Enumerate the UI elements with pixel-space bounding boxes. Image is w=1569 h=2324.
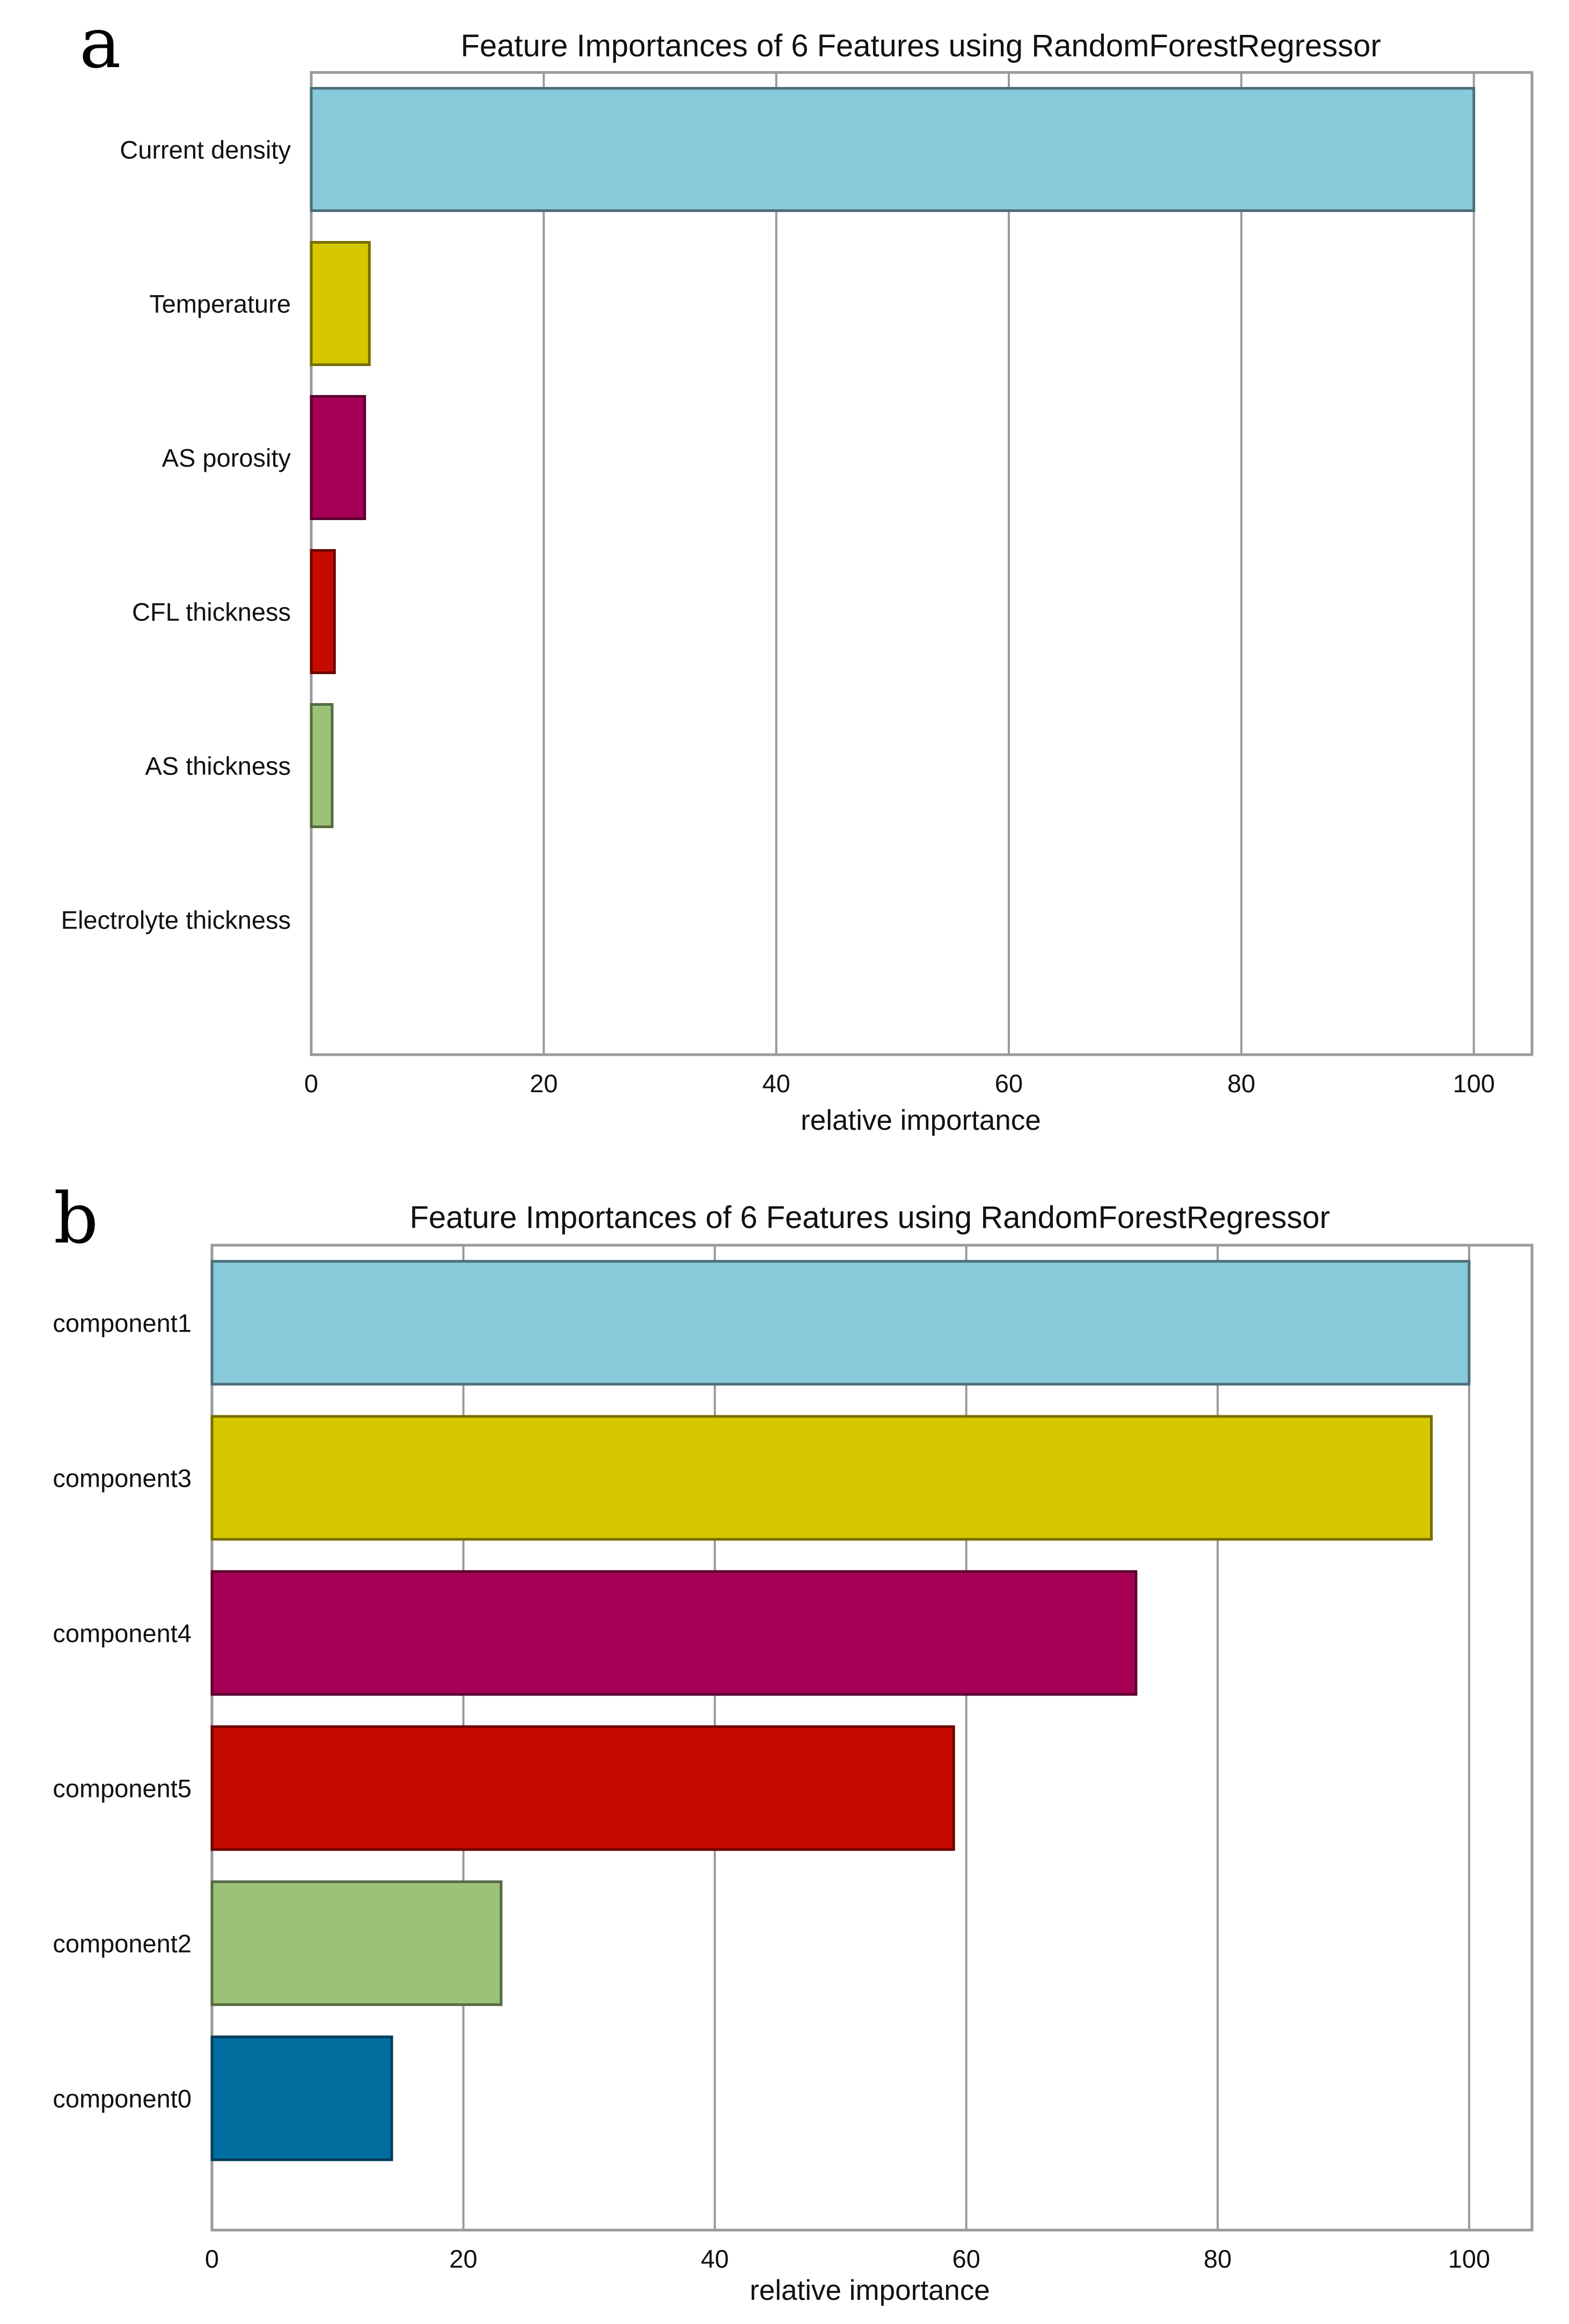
category-label: component0 <box>53 2085 192 2113</box>
x-tick-label: 80 <box>1204 2245 1231 2273</box>
category-label: Electrolyte thickness <box>61 906 291 934</box>
x-tick-label: 20 <box>449 2245 477 2273</box>
bar-component3 <box>210 1415 1433 1541</box>
bar-current-density <box>310 87 1476 212</box>
x-tick-labels: 0 20 40 60 80 100 <box>304 1069 1495 1098</box>
bar-component2 <box>210 1880 503 2006</box>
category-label: AS thickness <box>145 752 291 780</box>
x-tick-labels: 0 20 40 60 80 100 <box>205 2245 1490 2273</box>
panel-letter: a <box>79 2 121 84</box>
plot-frame <box>310 71 1534 1056</box>
bar-temperature <box>310 241 371 366</box>
category-label: component5 <box>53 1774 192 1803</box>
chart-title: Feature Importances of 6 Features using … <box>460 28 1381 63</box>
panel-b: b Feature Importances of 6 Features usin… <box>53 1178 1534 2306</box>
category-label: AS porosity <box>162 444 291 472</box>
bar-component5 <box>210 1725 955 1851</box>
category-label: CFL thickness <box>132 598 291 626</box>
bars <box>310 87 1476 828</box>
bar-as-porosity <box>310 395 366 520</box>
x-axis-label: relative importance <box>750 2275 990 2306</box>
x-tick-label: 60 <box>952 2245 980 2273</box>
x-tick-label: 100 <box>1453 1069 1494 1098</box>
x-tick-label: 60 <box>995 1069 1023 1098</box>
panel-a: a Feature Importances of 6 Features usin… <box>61 2 1534 1136</box>
x-tick-label: 80 <box>1227 1069 1255 1098</box>
x-tick-label: 100 <box>1448 2245 1490 2273</box>
bar-as-thickness <box>310 703 334 828</box>
category-label: Current density <box>120 136 291 164</box>
chart-title: Feature Importances of 6 Features using … <box>409 1200 1330 1235</box>
bar-component1 <box>210 1260 1471 1386</box>
x-axis-label: relative importance <box>801 1105 1041 1136</box>
panel-letter: b <box>54 1178 98 1259</box>
bar-cfl-thickness <box>310 549 336 674</box>
x-tick-label: 0 <box>205 2245 219 2273</box>
category-label: component4 <box>53 1619 192 1648</box>
category-labels: component1 component3 component4 component5… <box>53 1309 192 2113</box>
x-tick-label: 20 <box>530 1069 558 1098</box>
x-tick-label: 40 <box>701 2245 729 2273</box>
category-label: component1 <box>53 1309 192 1338</box>
bar-component4 <box>210 1570 1138 1696</box>
bar-component0 <box>210 2035 393 2161</box>
x-tick-label: 0 <box>304 1069 318 1098</box>
category-labels: Current density Temperature AS porosity CFL… <box>61 136 291 934</box>
grid-lines <box>542 72 1475 1055</box>
bars <box>210 1260 1471 2161</box>
x-tick-label: 40 <box>762 1069 790 1098</box>
category-label: Temperature <box>149 290 291 318</box>
category-label: component2 <box>53 1930 192 1958</box>
category-label: component3 <box>53 1464 192 1493</box>
